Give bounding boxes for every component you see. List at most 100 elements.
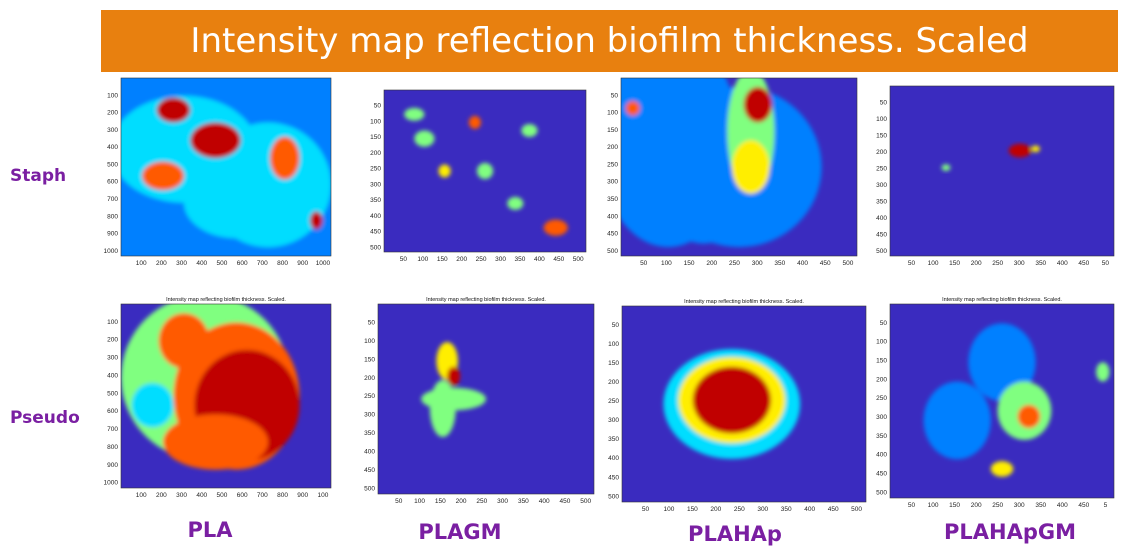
x-tick-label: 50	[642, 506, 650, 513]
x-tick-label: 100	[928, 260, 939, 267]
y-tick-label: 150	[607, 127, 618, 134]
intensity-region	[1031, 145, 1041, 153]
x-tick-label: 250	[734, 506, 745, 513]
y-tick-label: 450	[876, 232, 887, 239]
y-tick-label: 300	[364, 412, 375, 419]
y-tick-label: 600	[107, 408, 118, 415]
intensity-region	[468, 115, 481, 129]
x-tick-label: 350	[1035, 502, 1046, 509]
y-tick-label: 250	[370, 166, 381, 173]
x-tick-label: 150	[687, 506, 698, 513]
x-tick-label: 400	[1057, 260, 1068, 267]
intensity-map-staph-plahapgm: 50 100 150 200 250 300 350 400 450 50 50 100 150 200 2…	[868, 84, 1118, 272]
intensity-region	[163, 414, 268, 470]
x-tick-label: 900	[297, 260, 308, 267]
x-tick-label: 250	[729, 260, 740, 267]
y-tick-label: 700	[107, 196, 118, 203]
intensity-region	[990, 461, 1014, 477]
y-tick-label: 400	[364, 449, 375, 456]
y-tick-label: 300	[107, 355, 118, 362]
y-tick-label: 1000	[104, 480, 119, 487]
y-tick-label: 800	[107, 444, 118, 451]
y-tick-label: 150	[876, 358, 887, 365]
x-tick-label: 150	[684, 260, 695, 267]
x-tick-label: 250	[476, 498, 487, 505]
y-tick-label: 500	[364, 485, 375, 492]
x-tick-label: 200	[971, 502, 982, 509]
intensity-region	[404, 107, 425, 121]
x-tick-label: 450	[820, 260, 831, 267]
intensity-region	[156, 97, 191, 123]
x-tick-label: 350	[1035, 260, 1046, 267]
map-title: Intensity map reflecting biofilm thickne…	[684, 299, 804, 305]
y-tick-label: 200	[876, 376, 887, 383]
intensity-region	[968, 323, 1036, 401]
y-tick-label: 50	[374, 103, 382, 110]
y-tick-label: 500	[370, 244, 381, 251]
x-tick-label: 50	[400, 256, 408, 263]
column-label-plahapgm: PLAHApGM	[943, 520, 1077, 544]
y-tick-label: 250	[876, 166, 887, 173]
map-background	[890, 86, 1114, 256]
x-tick-label: 200	[156, 260, 167, 267]
x-tick-label: 50	[908, 502, 916, 509]
y-tick-label: 250	[876, 395, 887, 402]
x-tick-label: 450	[559, 498, 570, 505]
y-tick-label: 400	[107, 372, 118, 379]
y-tick-label: 450	[607, 231, 618, 238]
x-tick-label: 300	[176, 492, 187, 499]
x-tick-label: 50	[395, 498, 403, 505]
x-tick-label: 350	[774, 260, 785, 267]
x-tick-label: 700	[257, 492, 268, 499]
x-tick-label: 450	[553, 256, 564, 263]
x-tick-label: 700	[257, 260, 268, 267]
y-tick-label: 350	[370, 197, 381, 204]
x-tick-label: 100	[136, 492, 147, 499]
y-tick-label: 300	[876, 414, 887, 421]
intensity-region	[625, 101, 640, 116]
x-tick-label: 500	[573, 256, 584, 263]
y-tick-label: 300	[608, 417, 619, 424]
y-tick-label: 350	[876, 199, 887, 206]
x-tick-label: 450	[828, 506, 839, 513]
x-tick-label: 150	[949, 502, 960, 509]
x-tick-label: 200	[971, 260, 982, 267]
intensity-region	[421, 387, 486, 411]
x-tick-label: 500	[842, 260, 853, 267]
column-label-plagm: PLAGM	[418, 520, 502, 544]
y-tick-label: 100	[107, 319, 118, 326]
intensity-region	[923, 381, 991, 460]
x-tick-label: 50	[908, 260, 916, 267]
y-tick-label: 200	[608, 379, 619, 386]
intensity-map-staph-plahap: 50 100 150 200 250 300 350 400 450 500 50 100 150 200…	[595, 76, 861, 272]
x-tick-label: 400	[797, 260, 808, 267]
x-tick-label: 200	[706, 260, 717, 267]
y-tick-label: 100	[876, 339, 887, 346]
x-tick-label: 400	[534, 256, 545, 263]
x-tick-label: 300	[176, 260, 187, 267]
x-tick-label: 5	[1104, 502, 1108, 509]
intensity-region	[131, 383, 174, 428]
y-tick-label: 50	[368, 319, 376, 326]
y-tick-label: 350	[607, 196, 618, 203]
x-tick-label: 1000	[316, 260, 331, 267]
intensity-region	[521, 124, 538, 137]
y-tick-label: 200	[107, 337, 118, 344]
y-tick-label: 500	[107, 390, 118, 397]
y-tick-label: 400	[607, 213, 618, 220]
x-tick-label: 300	[757, 506, 768, 513]
x-tick-label: 100	[414, 498, 425, 505]
intensity-region	[190, 122, 241, 159]
y-tick-label: 300	[370, 181, 381, 188]
x-tick-label: 150	[949, 260, 960, 267]
x-tick-label: 150	[437, 256, 448, 263]
x-tick-label: 500	[217, 492, 228, 499]
x-tick-label: 200	[456, 498, 467, 505]
y-tick-label: 200	[370, 150, 381, 157]
y-tick-label: 400	[608, 455, 619, 462]
x-tick-label: 200	[710, 506, 721, 513]
x-tick-label: 100	[661, 260, 672, 267]
intensity-map-staph-pla: 100 200 300 400 500 600 700 800 900 1000 100 200 300…	[95, 76, 335, 272]
intensity-region	[692, 366, 771, 434]
x-tick-label: 100	[136, 260, 147, 267]
